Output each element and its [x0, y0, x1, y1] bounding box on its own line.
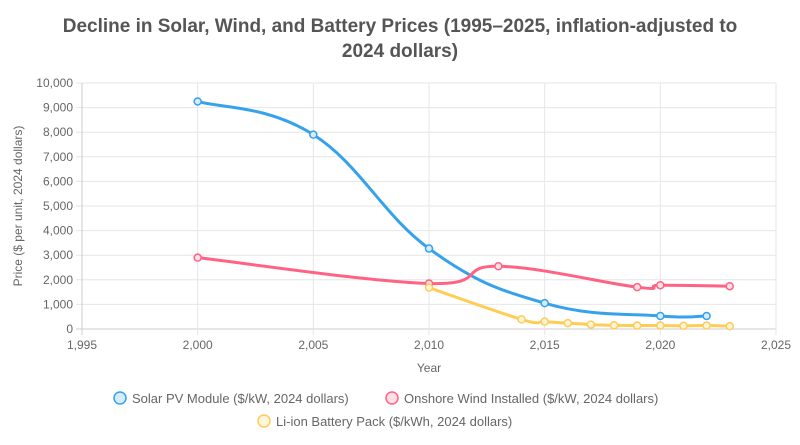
data-point — [632, 321, 642, 330]
data-point — [702, 321, 711, 330]
data-point — [540, 317, 549, 326]
x-axis-label: Year — [417, 361, 441, 375]
y-tick-label: 4,000 — [43, 224, 73, 238]
data-point — [193, 253, 202, 262]
legend-marker — [385, 391, 399, 405]
y-tick-label: 2,000 — [43, 273, 73, 287]
x-tick-label: 1,995 — [67, 338, 97, 352]
chart-title-line-1: Decline in Solar, Wind, and Battery Pric… — [62, 16, 738, 37]
y-tick-label: 6,000 — [43, 174, 73, 188]
data-point — [494, 262, 503, 271]
y-tick-label: 10,000 — [36, 76, 73, 90]
data-point — [656, 311, 665, 321]
data-point — [656, 321, 665, 330]
legend-label: Li-ion Battery Pack ($/kWh, 2024 dollars… — [276, 414, 512, 429]
x-tick-label: 2,015 — [530, 338, 560, 352]
y-tick-label: 0 — [66, 322, 73, 336]
data-point — [586, 320, 596, 329]
y-tick-label: 9,000 — [43, 101, 73, 115]
chart-title: Decline in Solar, Wind, and Battery Pric… — [0, 14, 800, 64]
data-point — [609, 321, 619, 330]
y-tick-label: 7,000 — [43, 150, 73, 164]
data-point — [656, 280, 665, 290]
series-line-2 — [428, 286, 730, 328]
data-point — [563, 318, 573, 328]
chart-title-line-2: 2024 dollars) — [341, 41, 459, 62]
x-tick-label: 2,000 — [183, 338, 213, 352]
data-point — [309, 130, 318, 139]
data-point — [632, 282, 642, 292]
legend-label: Solar PV Module ($/kW, 2024 dollars) — [132, 391, 349, 406]
data-point — [725, 281, 734, 291]
data-point — [424, 244, 434, 253]
data-point — [702, 311, 711, 321]
x-tick-label: 2,005 — [298, 338, 328, 352]
legend-marker — [257, 414, 271, 428]
data-point — [517, 315, 526, 324]
y-tick-label: 8,000 — [43, 125, 73, 139]
data-point — [540, 298, 549, 308]
data-point — [725, 321, 734, 331]
x-tick-label: 2,010 — [414, 338, 444, 352]
data-point — [424, 283, 434, 292]
data-point — [193, 97, 202, 106]
y-tick-label: 1,000 — [43, 297, 73, 311]
x-tick-label: 2,020 — [645, 338, 675, 352]
data-point — [679, 321, 688, 331]
legend-label: Onshore Wind Installed ($/kW, 2024 dolla… — [404, 391, 658, 406]
y-axis-label: Price ($ per unit, 2024 dollars) — [11, 126, 25, 287]
y-tick-label: 3,000 — [43, 248, 73, 262]
x-tick-label: 2,025 — [761, 338, 791, 352]
legend-marker — [113, 391, 127, 405]
y-tick-label: 5,000 — [43, 199, 73, 213]
